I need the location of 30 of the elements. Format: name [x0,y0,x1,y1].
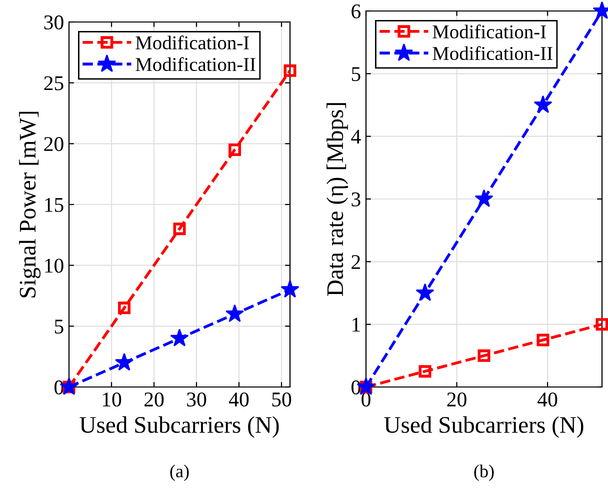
y-axis-title: Signal Power [mW] [19,112,41,298]
legend-label: Modification-I [432,24,546,38]
legend-label: Modification-I [136,36,249,50]
y-tick-label: 3 [352,192,360,206]
y-tick-label: 6 [352,4,361,18]
y-axis-title: Data rate (η) [Mbps] [326,103,348,296]
x-tick-label: 20 [144,392,164,407]
y-tick-label: 30 [44,15,64,30]
y-tick-label: 4 [351,130,361,144]
x-tick-label: 40 [228,392,249,407]
x-tick-label: 40 [538,392,558,407]
x-tick-label: 0 [362,392,370,407]
y-tick-label: 5 [352,67,360,82]
x-axis-title: Used Subcarriers (N) [80,416,279,438]
y-tick-label: 20 [44,137,64,152]
x-tick-label: 50 [272,392,292,407]
legend-label: Modification-II [136,57,256,72]
y-tick-label: 1 [352,318,360,332]
x-tick-label: 30 [187,392,206,407]
y-tick-label: 15 [45,198,64,212]
text: (a) [170,464,189,482]
x-tick-label: 10 [102,392,122,407]
y-tick-label: 5 [54,320,64,334]
x-tick-label: 20 [447,392,466,407]
legend-label: Modification-II [432,46,552,60]
y-tick-label: 2 [352,255,360,269]
text: (b) [474,464,494,482]
x-axis-title: Used Subcarriers (N) [384,416,584,438]
y-tick-label: 25 [44,76,64,90]
y-tick-label: 10 [45,258,64,273]
